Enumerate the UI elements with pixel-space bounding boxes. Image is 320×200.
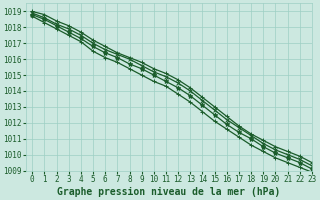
X-axis label: Graphe pression niveau de la mer (hPa): Graphe pression niveau de la mer (hPa) bbox=[57, 186, 281, 197]
